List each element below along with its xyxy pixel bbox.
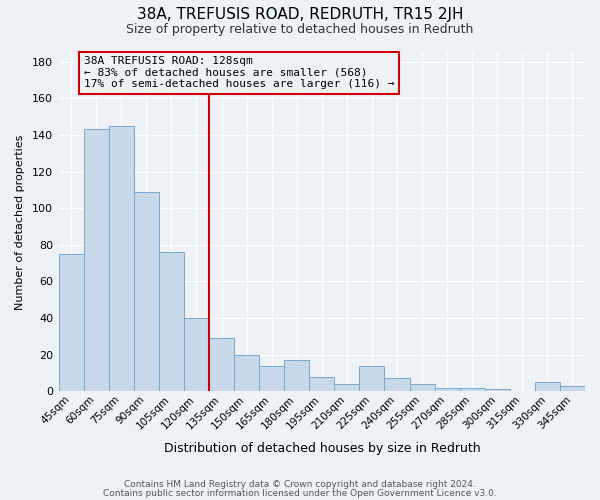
Bar	[434, 388, 460, 392]
Bar	[284, 360, 309, 392]
Bar	[460, 388, 485, 392]
Bar	[83, 130, 109, 392]
Bar	[134, 192, 159, 392]
Bar	[410, 384, 434, 392]
Bar	[259, 366, 284, 392]
Bar	[334, 384, 359, 392]
Text: 38A TREFUSIS ROAD: 128sqm
← 83% of detached houses are smaller (568)
17% of semi: 38A TREFUSIS ROAD: 128sqm ← 83% of detac…	[83, 56, 394, 90]
Text: Size of property relative to detached houses in Redruth: Size of property relative to detached ho…	[127, 22, 473, 36]
Bar	[385, 378, 410, 392]
X-axis label: Distribution of detached houses by size in Redruth: Distribution of detached houses by size …	[163, 442, 480, 455]
Bar	[359, 366, 385, 392]
Text: Contains HM Land Registry data © Crown copyright and database right 2024.: Contains HM Land Registry data © Crown c…	[124, 480, 476, 489]
Bar	[309, 376, 334, 392]
Text: 38A, TREFUSIS ROAD, REDRUTH, TR15 2JH: 38A, TREFUSIS ROAD, REDRUTH, TR15 2JH	[137, 8, 463, 22]
Bar	[184, 318, 209, 392]
Bar	[59, 254, 83, 392]
Bar	[209, 338, 234, 392]
Text: Contains public sector information licensed under the Open Government Licence v3: Contains public sector information licen…	[103, 490, 497, 498]
Bar	[560, 386, 585, 392]
Bar	[234, 354, 259, 392]
Y-axis label: Number of detached properties: Number of detached properties	[15, 134, 25, 310]
Bar	[159, 252, 184, 392]
Bar	[535, 382, 560, 392]
Bar	[485, 390, 510, 392]
Bar	[109, 126, 134, 392]
